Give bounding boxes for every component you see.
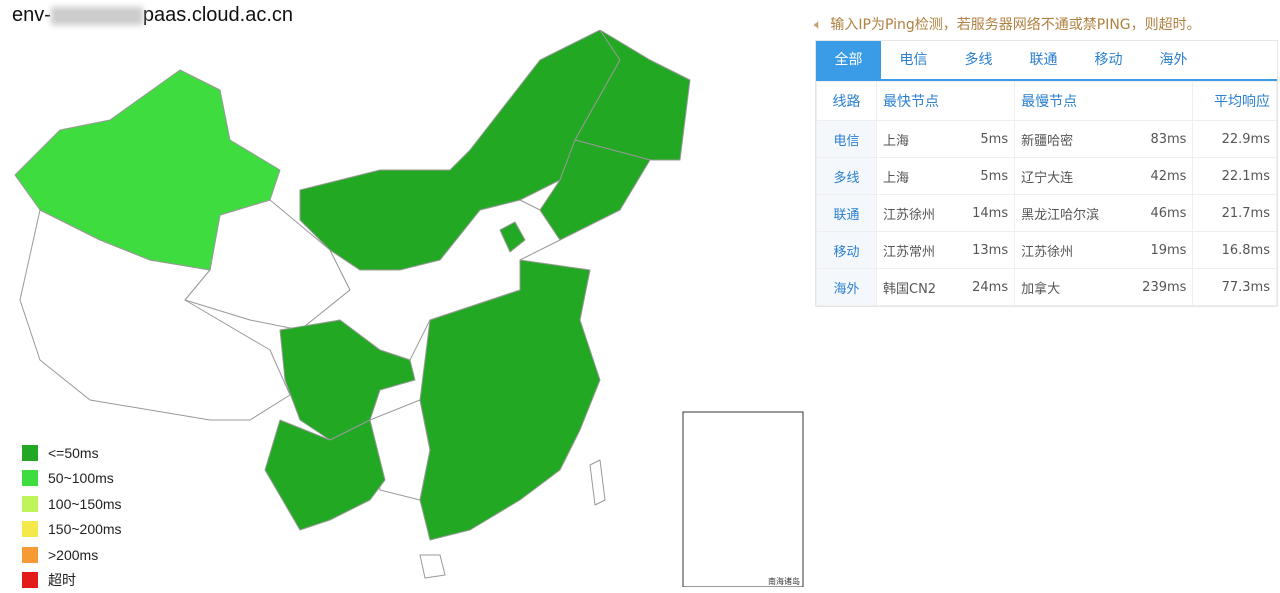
- header-fastest: 最快节点: [877, 82, 1015, 121]
- route-cell: 移动: [817, 232, 877, 269]
- average-ms: 16.8ms: [1193, 232, 1277, 269]
- average-ms: 21.7ms: [1193, 195, 1277, 232]
- tab-unicom[interactable]: 联通: [1011, 41, 1076, 79]
- legend-label: 100~150ms: [48, 496, 122, 512]
- fastest-node: 江苏常州: [877, 232, 956, 269]
- ping-results-panel: 全部 电信 多线 联通 移动 海外 线路 最快节点 最慢节点 平均响应 电信上海…: [815, 40, 1278, 307]
- fastest-ms: 24ms: [956, 269, 1015, 306]
- tab-all[interactable]: 全部: [816, 41, 881, 79]
- route-cell: 多线: [817, 158, 877, 195]
- fastest-ms: 14ms: [956, 195, 1015, 232]
- region-taiwan[interactable]: [590, 460, 605, 505]
- tab-overseas[interactable]: 海外: [1141, 41, 1206, 79]
- average-ms: 22.1ms: [1193, 158, 1277, 195]
- redacted-text: [51, 7, 143, 25]
- region-hainan[interactable]: [420, 555, 445, 578]
- legend-swatch: [22, 496, 38, 512]
- legend-label: 超时: [48, 570, 76, 590]
- tab-multiline[interactable]: 多线: [946, 41, 1011, 79]
- route-cell: 电信: [817, 121, 877, 158]
- slowest-ms: 42ms: [1124, 158, 1193, 195]
- inset-label: 南海诸岛: [768, 576, 800, 586]
- legend-label: 150~200ms: [48, 521, 122, 537]
- fastest-ms: 13ms: [956, 232, 1015, 269]
- legend-label: <=50ms: [48, 445, 99, 461]
- route-tabs: 全部 电信 多线 联通 移动 海外: [816, 41, 1277, 81]
- tab-mobile[interactable]: 移动: [1076, 41, 1141, 79]
- slowest-node: 新疆哈密: [1015, 121, 1125, 158]
- slowest-node: 辽宁大连: [1015, 158, 1125, 195]
- speaker-icon: 🔈︎: [814, 17, 822, 33]
- slowest-ms: 46ms: [1124, 195, 1193, 232]
- slowest-node: 江苏徐州: [1015, 232, 1125, 269]
- legend-swatch: [22, 572, 38, 588]
- legend-item: >200ms: [22, 542, 122, 568]
- table-header: 线路 最快节点 最慢节点 平均响应: [817, 82, 1277, 121]
- header-route: 线路: [817, 82, 877, 121]
- notice-text: 输入IP为Ping检测，若服务器网络不通或禁PING，则超时。: [830, 17, 1200, 33]
- slowest-ms: 83ms: [1124, 121, 1193, 158]
- legend-label: >200ms: [48, 547, 98, 563]
- legend-swatch: [22, 445, 38, 461]
- slowest-ms: 19ms: [1124, 232, 1193, 269]
- legend-swatch: [22, 470, 38, 486]
- route-cell: 海外: [817, 269, 877, 306]
- route-cell: 联通: [817, 195, 877, 232]
- fastest-ms: 5ms: [956, 158, 1015, 195]
- fastest-node: 韩国CN2: [877, 269, 956, 306]
- slowest-node: 加拿大: [1015, 269, 1125, 306]
- legend-item: 超时: [22, 568, 122, 593]
- average-ms: 22.9ms: [1193, 121, 1277, 158]
- fastest-node: 上海: [877, 121, 956, 158]
- legend-item: 150~200ms: [22, 517, 122, 543]
- legend-item: <=50ms: [22, 440, 122, 466]
- title-suffix: paas.cloud.ac.cn: [143, 4, 293, 26]
- legend-swatch: [22, 547, 38, 563]
- fastest-ms: 5ms: [956, 121, 1015, 158]
- legend-swatch: [22, 521, 38, 537]
- legend: <=50ms 50~100ms 100~150ms 150~200ms >200…: [22, 440, 122, 593]
- slowest-node: 黑龙江哈尔滨: [1015, 195, 1125, 232]
- average-ms: 77.3ms: [1193, 269, 1277, 306]
- header-slowest: 最慢节点: [1015, 82, 1193, 121]
- header-average: 平均响应: [1193, 82, 1277, 121]
- tab-telecom[interactable]: 电信: [881, 41, 946, 79]
- slowest-ms: 239ms: [1124, 269, 1193, 306]
- title-prefix: env-: [12, 4, 51, 26]
- legend-item: 50~100ms: [22, 466, 122, 492]
- fastest-node: 上海: [877, 158, 956, 195]
- south-china-sea-inset: [683, 412, 803, 587]
- fastest-node: 江苏徐州: [877, 195, 956, 232]
- notice: 🔈︎ 输入IP为Ping检测，若服务器网络不通或禁PING，则超时。: [814, 14, 1201, 34]
- legend-label: 50~100ms: [48, 470, 114, 486]
- page-title: env-paas.cloud.ac.cn: [12, 4, 293, 27]
- legend-item: 100~150ms: [22, 491, 122, 517]
